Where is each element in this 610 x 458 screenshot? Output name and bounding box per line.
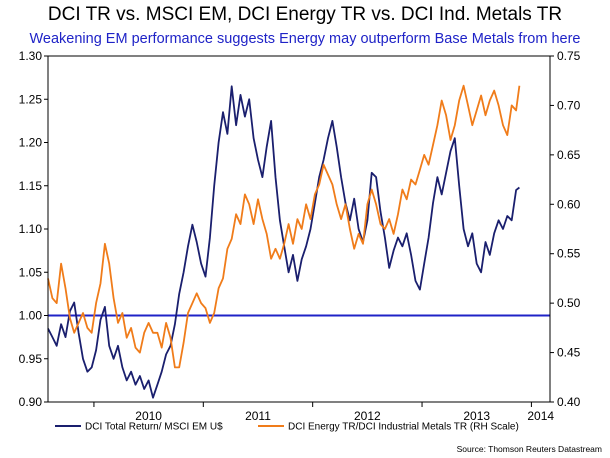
right-tick-label: 0.40 <box>557 395 581 409</box>
x-axis-ticks: 2010 2011 2012 2013 2014 <box>93 402 554 423</box>
left-tick-label: 1.05 <box>19 265 43 279</box>
right-axis-ticks: 0.40 0.45 0.50 0.55 0.60 0.65 0.70 0.75 <box>550 49 581 409</box>
left-axis-ticks: 0.90 0.95 1.00 1.05 1.10 1.15 1.20 1.25 1.30 <box>19 49 48 409</box>
right-tick-label: 0.55 <box>557 247 581 261</box>
left-tick-label: 1.20 <box>19 136 43 150</box>
series-lines <box>47 84 521 399</box>
chart-title: DCI TR vs. MSCI EM, DCI Energy TR vs. DC… <box>47 4 563 25</box>
source-note: Source: Thomson Reuters Datastream <box>456 444 602 454</box>
right-tick-label: 0.70 <box>557 98 581 112</box>
x-tick-label: 2013 <box>463 409 490 423</box>
left-tick-label: 1.15 <box>19 179 43 193</box>
right-tick-label: 0.65 <box>557 148 581 162</box>
left-tick-label: 1.25 <box>19 92 43 106</box>
left-tick-label: 1.30 <box>19 49 43 63</box>
left-tick-label: 0.90 <box>19 395 43 409</box>
left-tick-label: 1.00 <box>19 309 43 323</box>
plot-frame <box>47 55 551 403</box>
legend-label-2: DCI Energy TR/DCI Industrial Metals TR (… <box>288 422 519 433</box>
right-tick-label: 0.60 <box>557 197 581 211</box>
x-tick-label: 2014 <box>527 409 554 423</box>
left-tick-label: 0.95 <box>19 352 43 366</box>
right-tick-label: 0.45 <box>557 346 581 360</box>
left-tick-label: 1.10 <box>19 222 43 236</box>
x-tick-label: 2012 <box>354 409 381 423</box>
right-tick-label: 0.50 <box>557 296 581 310</box>
series-line-2 <box>47 84 521 369</box>
x-tick-label: 2010 <box>135 409 162 423</box>
right-tick-label: 0.75 <box>557 49 581 63</box>
x-tick-label: 2011 <box>245 409 271 423</box>
legend-label-1: DCI Total Return/ MSCI EM U$ <box>85 422 223 433</box>
chart-subtitle: Weakening EM performance suggests Energy… <box>29 31 581 47</box>
legend: DCI Total Return/ MSCI EM U$ DCI Energy T… <box>55 422 519 433</box>
